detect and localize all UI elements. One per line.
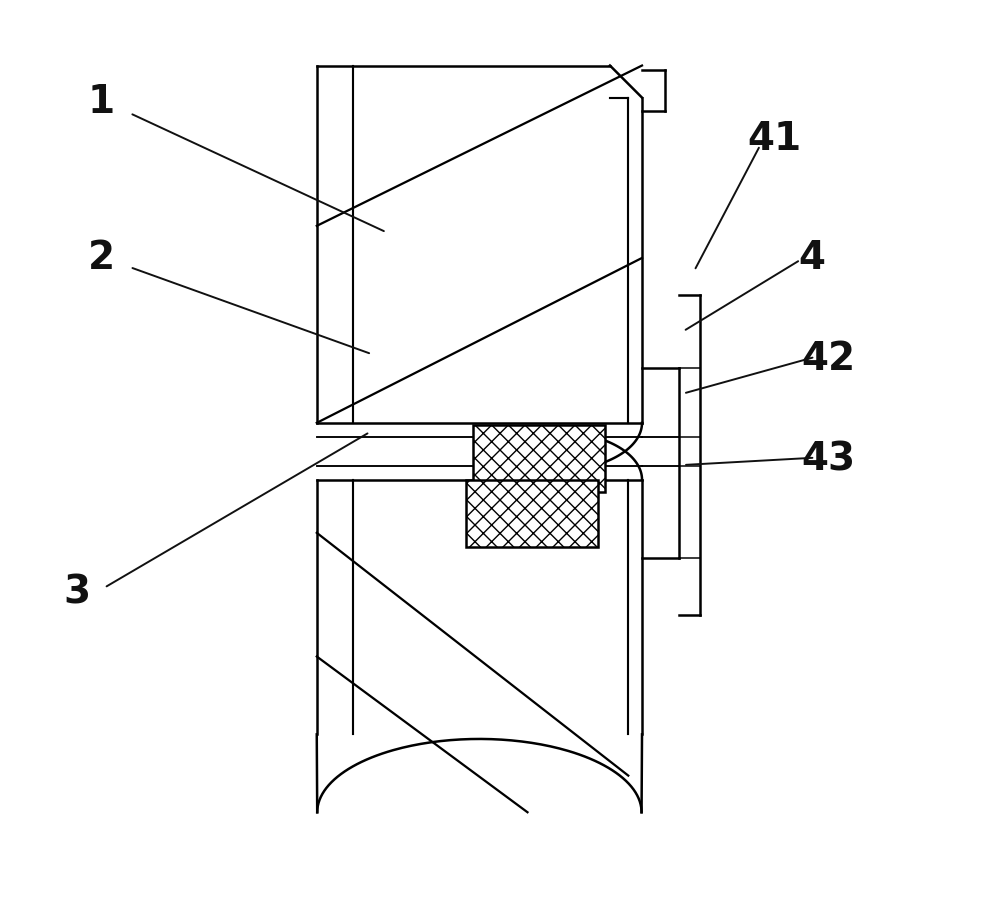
Bar	[473, 425, 605, 493]
Text: 41: 41	[748, 119, 802, 158]
Text: 2: 2	[88, 239, 115, 277]
Text: 1: 1	[88, 84, 115, 121]
Text: 43: 43	[801, 440, 855, 479]
Bar	[466, 480, 598, 548]
Text: 4: 4	[798, 239, 825, 277]
Text: 42: 42	[801, 340, 855, 378]
Text: 3: 3	[63, 573, 90, 611]
